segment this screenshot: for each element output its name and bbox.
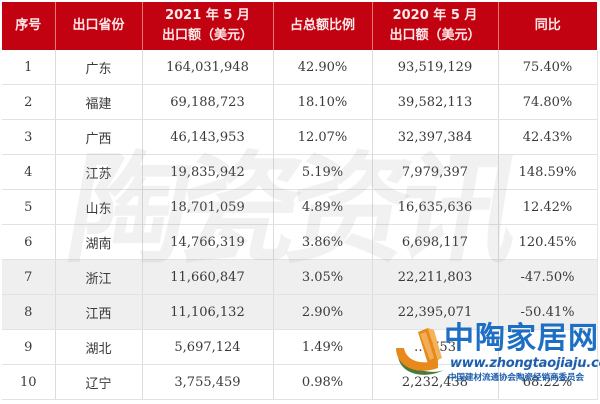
header-export-2020: 2020 年 5 月出口额（美元） <box>372 2 499 50</box>
table-row: 4 江苏 19,835,942 5.19% 7,979,397 148.59% <box>2 154 598 190</box>
cell-yoy: 148.59% <box>498 154 598 190</box>
cell-share: 3.05% <box>273 259 373 295</box>
table-row: 10 辽宁 3,755,459 0.98% 2,232,438 68.22% <box>2 364 598 400</box>
cell-yoy <box>498 329 598 365</box>
header-label: 出口省份 <box>72 18 125 33</box>
cell-rank: 3 <box>2 119 56 155</box>
cell-province: 浙江 <box>55 259 143 295</box>
cell-share: 0.98% <box>273 364 373 400</box>
logo-url: www.zhongtaojiaju.com <box>450 356 600 371</box>
cell-share: 3.86% <box>273 224 373 260</box>
header-label: 序号 <box>15 18 42 33</box>
cell-rank: 8 <box>2 294 56 330</box>
logo-title: 中陶家居网 <box>444 321 599 356</box>
cell-yoy: 75.40% <box>498 50 598 85</box>
cell-share: 12.07% <box>273 119 373 155</box>
table-row: 2 福建 69,188,723 18.10% 39,582,113 74.80% <box>2 84 598 120</box>
cell-export-2020: 6,698,117 <box>372 224 499 260</box>
cell-rank: 9 <box>2 329 56 365</box>
cell-province: 湖北 <box>55 329 143 365</box>
cell-yoy: 12.42% <box>498 189 598 225</box>
cell-yoy: 42.43% <box>498 119 598 155</box>
cell-export-2021: 164,031,948 <box>142 50 274 85</box>
cell-export-2021: 19,835,942 <box>142 154 274 190</box>
cell-yoy: 74.80% <box>498 84 598 120</box>
header-sublabel: 出口额（美元） <box>161 28 253 43</box>
cell-province: 福建 <box>55 84 143 120</box>
cell-export-2021: 3,755,459 <box>142 364 274 400</box>
cell-export-2020: 7,979,397 <box>372 154 499 190</box>
cell-export-2020: 16,635,636 <box>372 189 499 225</box>
header-province: 出口省份 <box>55 2 143 50</box>
cell-yoy: -50.41% <box>498 294 598 330</box>
cell-export-2020: 22,211,803 <box>372 259 499 295</box>
cell-rank: 5 <box>2 189 56 225</box>
cell-export-2020: 22,395,071 <box>372 294 499 330</box>
cell-rank: 1 <box>2 50 56 85</box>
header-label: 同比 <box>534 18 561 33</box>
cell-province: 江西 <box>55 294 143 330</box>
table-row: 7 浙江 11,660,847 3.05% 22,211,803 -47.50% <box>2 259 598 295</box>
cell-province: 广东 <box>55 50 143 85</box>
cell-rank: 2 <box>2 84 56 120</box>
header-share: 占总额比例 <box>273 2 373 50</box>
cell-export-2021: 18,701,059 <box>142 189 274 225</box>
header-yoy: 同比 <box>498 2 597 50</box>
cell-rank: 6 <box>2 224 56 260</box>
table-row: 1 广东 164,031,948 42.90% 93,519,129 75.40… <box>2 50 598 85</box>
header-label: 占总额比例 <box>289 18 355 33</box>
cell-export-2020: 2,232,438 <box>372 364 499 400</box>
cell-province: 广西 <box>55 119 143 155</box>
logo-subtitle: 中国建材流通协会陶瓷经销商委员会 <box>448 373 585 383</box>
cell-share: 1.49% <box>273 329 373 365</box>
table-row: 6 湖南 14,766,319 3.86% 6,698,117 120.45% <box>2 224 598 260</box>
cell-province: 辽宁 <box>55 364 143 400</box>
cell-export-2020: 93,519,129 <box>372 50 499 85</box>
table-row: 8 江西 11,106,132 2.90% 22,395,071 -50.41% <box>2 294 598 330</box>
cell-share: 42.90% <box>273 50 373 85</box>
header-rank: 序号 <box>2 2 56 50</box>
cell-yoy: 120.45% <box>498 224 598 260</box>
cell-rank: 7 <box>2 259 56 295</box>
cell-export-2020: 39,582,113 <box>372 84 499 120</box>
export-table: 序号 出口省份 2021 年 5 月出口额（美元） 占总额比例 2020 年 5… <box>2 2 598 400</box>
header-export-2021: 2021 年 5 月出口额（美元） <box>142 2 274 50</box>
cell-yoy: 68.22% <box>498 364 598 400</box>
cell-share: 18.10% <box>273 84 373 120</box>
cell-export-2021: 14,766,319 <box>142 224 274 260</box>
cell-share: 2.90% <box>273 294 373 330</box>
table-row: 5 山东 18,701,059 4.89% 16,635,636 12.42% <box>2 189 598 225</box>
cell-export-2020: 32,397,384 <box>372 119 499 155</box>
cell-province: 湖南 <box>55 224 143 260</box>
cell-export-2021: 5,697,124 <box>142 329 274 365</box>
logo-emblem-icon <box>396 328 444 375</box>
cell-share: 4.89% <box>273 189 373 225</box>
table-row: 3 广西 46,143,953 12.07% 32,397,384 42.43% <box>2 119 598 155</box>
header-label: 2021 年 5 月 <box>165 8 250 23</box>
cell-export-2021: 11,660,847 <box>142 259 274 295</box>
cell-province: 江苏 <box>55 154 143 190</box>
cell-export-2021: 11,106,132 <box>142 294 274 330</box>
header-row: 序号 出口省份 2021 年 5 月出口额（美元） 占总额比例 2020 年 5… <box>2 2 597 50</box>
cell-share: 5.19% <box>273 154 373 190</box>
cell-yoy: -47.50% <box>498 259 598 295</box>
cell-rank: 4 <box>2 154 56 190</box>
cell-export-2021: 69,188,723 <box>142 84 274 120</box>
cell-province: 山东 <box>55 189 143 225</box>
header-sublabel: 出口额（美元） <box>389 28 481 43</box>
header-label: 2020 年 5 月 <box>392 8 478 23</box>
site-logo: 中陶家居网 www.zhongtaojiaju.com 中国建材流通协会陶瓷经销… <box>392 321 600 402</box>
cell-export-2021: 46,143,953 <box>142 119 274 155</box>
cell-rank: 10 <box>2 364 56 400</box>
